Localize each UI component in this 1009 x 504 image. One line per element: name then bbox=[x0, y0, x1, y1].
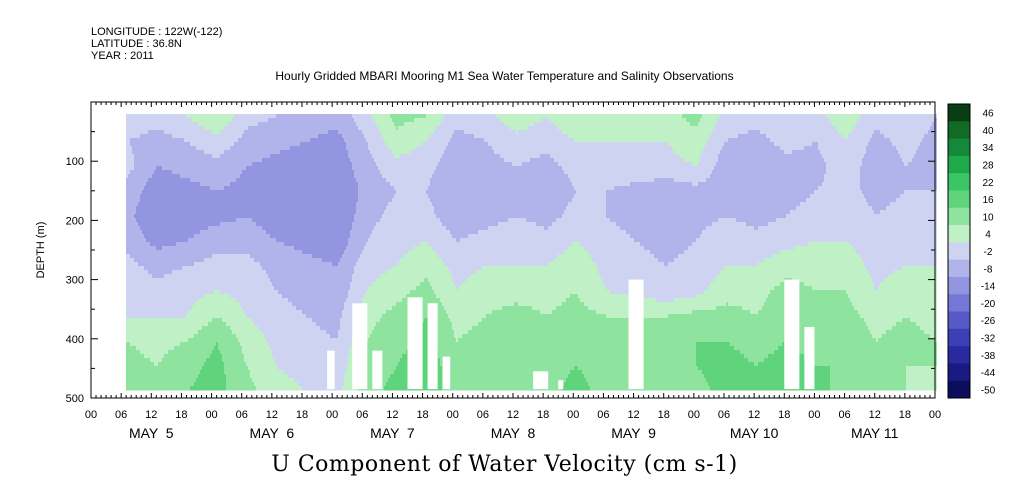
heatmap-field bbox=[126, 114, 937, 391]
